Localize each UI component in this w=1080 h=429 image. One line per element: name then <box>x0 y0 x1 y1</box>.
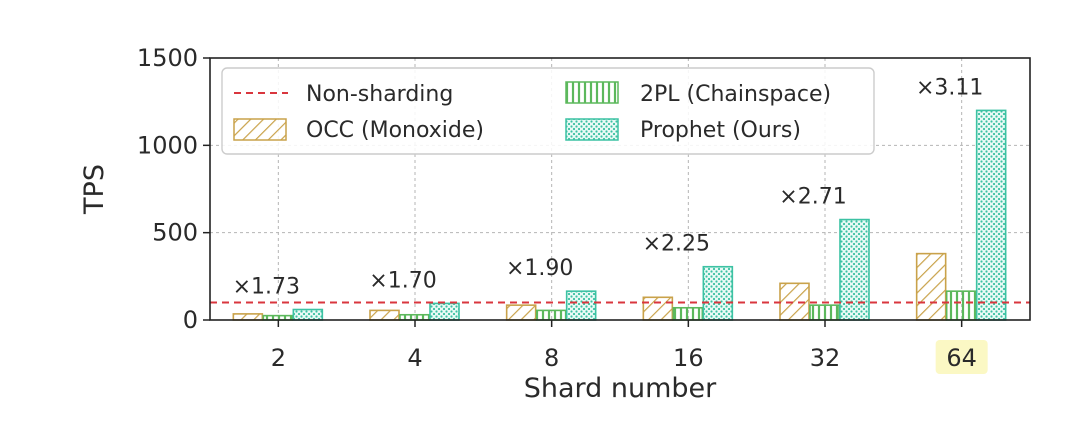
speedup-annotation: ×2.71 <box>779 185 846 210</box>
x-axis-title: Shard number <box>524 373 717 404</box>
y-tick-label: 1500 <box>137 44 198 72</box>
bar-prophet-16 <box>702 265 734 321</box>
y-tick-label: 0 <box>183 306 198 334</box>
legend-swatch-occ <box>233 118 287 141</box>
bar-occ-8 <box>505 304 537 321</box>
bar-occ-32 <box>779 282 810 321</box>
bar-prophet-2 <box>292 308 324 321</box>
bars <box>232 109 1007 321</box>
speedup-annotations: ×1.73 ×1.70 ×1.90 ×2.25 ×2.71 ×3.11 <box>233 75 984 299</box>
bar-occ-16 <box>642 296 674 321</box>
x-axis-ticks: 2 4 8 16 32 64 <box>271 320 988 374</box>
bar-occ-2 <box>232 313 264 321</box>
x-tick-label: 64 <box>946 344 977 372</box>
bar-prophet-8 <box>565 290 597 321</box>
plot-frame <box>209 57 1031 321</box>
x-tick-label: 8 <box>544 344 559 372</box>
x-tick-label: 4 <box>407 344 422 372</box>
bar-prophet-32 <box>839 218 870 321</box>
bar-2pl-8 <box>535 309 567 321</box>
speedup-annotation: ×3.11 <box>916 75 983 100</box>
bar-2pl-16 <box>672 306 704 321</box>
legend-label-prophet: Prophet (Ours) <box>640 118 801 143</box>
legend-label-occ: OCC (Monoxide) <box>306 118 484 143</box>
y-axis-title: TPS <box>79 164 110 215</box>
speedup-annotation: ×1.90 <box>506 256 573 281</box>
legend: Non-sharding OCC (Monoxide) 2PL (Chainsp… <box>221 67 875 155</box>
y-tick-label: 500 <box>152 219 198 247</box>
bar-prophet-64 <box>975 109 1007 321</box>
x-tick-label: 16 <box>673 344 704 372</box>
bar-occ-64 <box>915 252 947 321</box>
x-tick-label: 2 <box>271 344 286 372</box>
bar-2pl-32 <box>809 304 840 321</box>
legend-swatch-prophet <box>565 118 619 141</box>
legend-label-2pl: 2PL (Chainspace) <box>640 82 831 107</box>
legend-swatch-2pl <box>565 81 619 104</box>
speedup-annotation: ×1.73 <box>233 275 300 300</box>
y-tick-label: 1000 <box>137 131 198 159</box>
speedup-annotation: ×2.25 <box>643 232 710 257</box>
legend-label-non-sharding: Non-sharding <box>306 82 453 107</box>
highlight-marker <box>935 340 988 374</box>
speedup-annotation: ×1.70 <box>369 268 436 293</box>
bar-occ-4 <box>369 309 400 321</box>
bar-2pl-64 <box>945 290 977 321</box>
x-tick-label: 32 <box>810 344 841 372</box>
bar-prophet-4 <box>429 302 460 321</box>
legend-box <box>221 67 875 155</box>
y-axis-ticks: 0 500 1000 1500 <box>137 44 210 334</box>
